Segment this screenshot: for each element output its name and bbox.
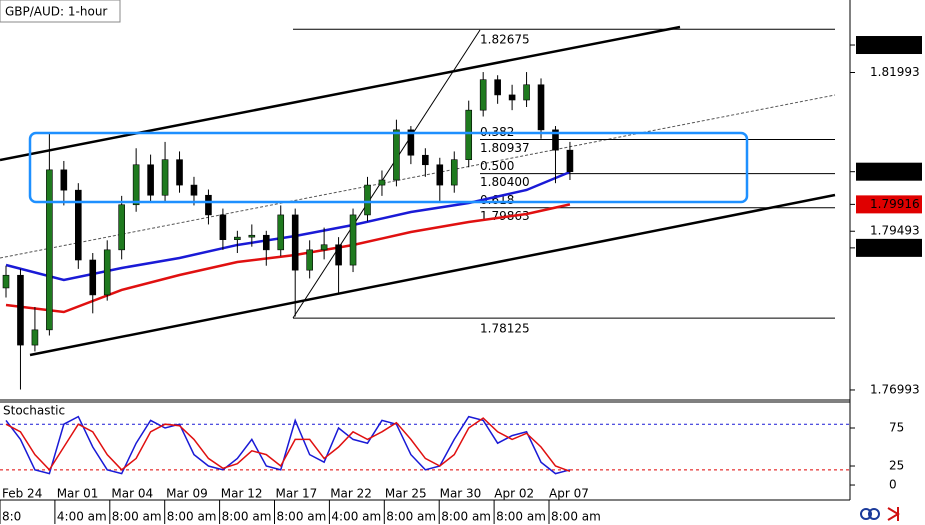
candle-body xyxy=(537,84,545,131)
candle-body xyxy=(103,249,111,296)
candle-body xyxy=(566,149,574,173)
price-marker xyxy=(856,36,922,55)
candle-body xyxy=(132,164,140,206)
y-tick-label: 1.81993 xyxy=(870,65,920,79)
candle-body xyxy=(147,164,154,196)
y-tick-label: 1.76993 xyxy=(870,382,920,396)
y-tick-label: 1.80431 xyxy=(870,164,920,178)
zone-box xyxy=(28,131,749,204)
candle-body xyxy=(349,214,357,266)
y-tick-label: 1.79916 xyxy=(870,197,920,211)
channel-middle xyxy=(0,94,836,259)
x-time-label: 8:00 am xyxy=(441,510,491,524)
candle-body xyxy=(17,274,24,346)
y-tick-label: 1.82426 xyxy=(870,38,920,52)
candle-body xyxy=(277,214,285,251)
candle-body xyxy=(176,159,183,186)
price-marker xyxy=(856,195,922,214)
candle-body xyxy=(262,234,270,251)
y-tick-label: 25 xyxy=(889,459,904,473)
price-marker xyxy=(856,162,922,181)
x-time-label: 8:00 am xyxy=(222,510,272,524)
x-date-label: Mar 30 xyxy=(440,487,482,501)
candle-body xyxy=(393,129,400,181)
candle-body xyxy=(89,259,97,296)
candle-body xyxy=(436,164,444,186)
candle-body xyxy=(205,194,212,216)
fib-price-label: 1.78125 xyxy=(480,322,530,336)
candle-body xyxy=(60,169,68,191)
x-date-label: Mar 04 xyxy=(111,487,153,501)
y-tick-label: 1.79493 xyxy=(870,224,920,238)
fib-diagonal xyxy=(292,29,481,319)
candle-body xyxy=(407,129,415,156)
arrow-icon[interactable] xyxy=(887,507,900,521)
y-tick-label: 0 xyxy=(889,478,897,492)
candle-body xyxy=(508,94,516,101)
candle-body xyxy=(320,244,328,251)
y-tick-label: 75 xyxy=(889,421,904,435)
candle-body xyxy=(378,179,386,186)
candle-body xyxy=(75,189,82,261)
fib-price-label: 1.80400 xyxy=(480,175,530,189)
candle-body xyxy=(46,169,53,331)
candle-body xyxy=(479,79,487,111)
candle-body xyxy=(335,244,342,266)
x-date-label: Mar 01 xyxy=(57,487,99,501)
candle-body xyxy=(422,154,429,166)
link-icon[interactable] xyxy=(868,508,880,520)
stoch-line xyxy=(5,417,571,473)
x-date-label: Mar 22 xyxy=(330,487,372,501)
chart-title: GBP/AUD: 1-hour xyxy=(5,5,107,19)
candle-body xyxy=(494,79,501,96)
y-tick-label: 1.79231 xyxy=(870,240,920,254)
price-marker xyxy=(856,238,922,257)
channel-lower xyxy=(29,193,836,357)
candle-body xyxy=(118,204,125,251)
candle-body xyxy=(450,159,458,186)
x-time-label: 4:00 am xyxy=(57,510,107,524)
fib-ratio-label: 0.500 xyxy=(480,159,514,173)
x-time-label: 8:00 am xyxy=(167,510,217,524)
x-time-label: 8:00 am xyxy=(551,510,601,524)
candle-body xyxy=(364,184,371,216)
x-date-label: Mar 12 xyxy=(221,487,263,501)
x-time-label: 8:00 am xyxy=(386,510,436,524)
x-date-label: Apr 07 xyxy=(549,487,589,501)
candle-body xyxy=(552,129,559,151)
channel-upper xyxy=(0,25,681,162)
x-time-label: 8:00 am xyxy=(496,510,546,524)
stoch-line xyxy=(5,415,571,475)
price-panel: 1.826751.781250.3821.809370.5001.804000.… xyxy=(2,28,835,390)
candle-body xyxy=(31,329,39,346)
x-date-label: Mar 17 xyxy=(276,487,318,501)
fib-price-label: 1.82675 xyxy=(480,33,530,47)
x-time-label: 8:00 am xyxy=(112,510,162,524)
title-box xyxy=(0,0,121,23)
x-time-label: 8:00 am xyxy=(277,510,327,524)
candle-body xyxy=(161,159,169,196)
x-date-label: Mar 09 xyxy=(166,487,208,501)
fib-ratio-label: 0.618 xyxy=(480,193,514,207)
x-date-label: Apr 02 xyxy=(494,487,534,501)
x-date-label: Feb 24 xyxy=(2,487,42,501)
candle-body xyxy=(234,236,241,240)
x-time-label: 8:0 xyxy=(2,510,21,524)
candle-body xyxy=(306,249,313,271)
candle-body xyxy=(248,234,256,238)
candle-body xyxy=(291,214,299,271)
candle-body xyxy=(2,274,10,289)
toolbar-icons[interactable] xyxy=(860,507,900,521)
candle-body xyxy=(190,184,198,196)
stoch-title: Stochastic xyxy=(3,404,65,418)
candle-body xyxy=(219,214,227,240)
link-icon[interactable] xyxy=(860,508,872,520)
candle-body xyxy=(523,84,530,101)
x-time-label: 4:00 am xyxy=(331,510,381,524)
candle-body xyxy=(465,109,473,160)
x-date-label: Mar 25 xyxy=(385,487,427,501)
fib-price-label: 1.80937 xyxy=(480,141,530,155)
